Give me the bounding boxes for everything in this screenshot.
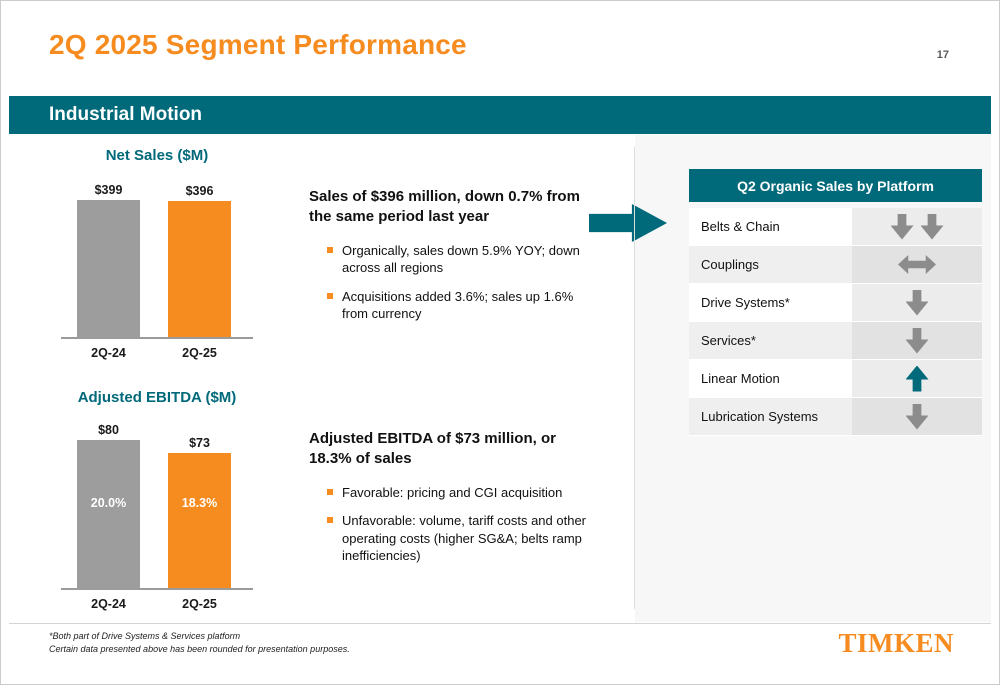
trend-cell — [852, 398, 982, 435]
sales-heading: Sales of $396 million, down 0.7% from th… — [309, 188, 580, 226]
bullet-square-icon — [327, 488, 333, 495]
sales-commentary-block: Sales of $396 million, down 0.7% from th… — [309, 187, 601, 334]
page-number: 17 — [936, 49, 949, 61]
adjusted-ebitda-category-axis: 2Q-24 2Q-25 — [61, 597, 253, 611]
bullet-item: Unfavorable: volume, tariff costs and ot… — [327, 512, 601, 565]
down-arrow-icon — [905, 403, 929, 430]
trend-cell — [852, 284, 982, 321]
bar — [168, 201, 231, 337]
bar-inner-label: 20.0% — [90, 496, 127, 510]
table-row: Services* — [689, 322, 982, 360]
down-arrow-icon — [905, 289, 929, 316]
category-label: 2Q-25 — [182, 597, 217, 611]
category-label: 2Q-24 — [91, 597, 126, 611]
bar-column: $396 — [168, 184, 231, 337]
table-row: Lubrication Systems — [689, 398, 982, 436]
table-row: Belts & Chain — [689, 208, 982, 246]
down-arrow-icon — [920, 213, 944, 240]
platform-table: Q2 Organic Sales by Platform Belts & Cha… — [689, 169, 982, 436]
table-row: Linear Motion — [689, 360, 982, 398]
row-label: Couplings — [689, 246, 852, 283]
timken-logo: TIMKEN — [838, 628, 954, 658]
bullet-text: Organically, sales down 5.9% YOY; down a… — [342, 242, 580, 276]
adjusted-ebitda-chart: Adjusted EBITDA ($M) $80 20.0% $73 18.3% 2Q… — [61, 389, 253, 611]
down-arrow-icon — [890, 213, 914, 240]
net-sales-plot-area: $399 $396 — [61, 182, 253, 339]
bullet-text: Acquisitions added 3.6%; sales up 1.6% f… — [342, 288, 574, 322]
footnotes: *Both part of Drive Systems & Services p… — [49, 630, 350, 656]
bar-column: $73 18.3% — [168, 436, 231, 588]
ebitda-heading: Adjusted EBITDA of $73 million, or 18.3%… — [309, 430, 556, 468]
bar: 18.3% — [168, 453, 231, 588]
section-banner: Industrial Motion — [9, 96, 991, 134]
down-arrow-icon — [905, 327, 929, 354]
bar-column: $399 — [77, 183, 140, 337]
bar-value-label: $73 — [189, 436, 210, 450]
ebitda-commentary-block: Adjusted EBITDA of $73 million, or 18.3%… — [309, 429, 601, 576]
trend-cell — [852, 246, 982, 283]
table-row: Drive Systems* — [689, 284, 982, 322]
row-label: Linear Motion — [689, 360, 852, 397]
table-row: Couplings — [689, 246, 982, 284]
bullet-text: Unfavorable: volume, tariff costs and ot… — [342, 513, 586, 564]
footer-divider — [9, 623, 991, 624]
footnote: Certain data presented above has been ro… — [49, 644, 350, 655]
slide-title: 2Q 2025 Segment Performance — [49, 29, 467, 60]
trend-cell — [852, 322, 982, 359]
bar-value-label: $396 — [185, 184, 214, 198]
bar — [77, 200, 140, 337]
bullet-square-icon — [327, 292, 333, 299]
footnote: *Both part of Drive Systems & Services p… — [49, 631, 241, 641]
adjusted-ebitda-plot-area: $80 20.0% $73 18.3% — [61, 422, 253, 590]
category-label: 2Q-24 — [91, 346, 126, 360]
bullet-square-icon — [327, 517, 333, 524]
bullet-text: Favorable: pricing and CGI acquisition — [342, 484, 563, 500]
bullet-square-icon — [327, 246, 333, 253]
trend-cell — [852, 208, 982, 245]
row-label: Belts & Chain — [689, 208, 852, 245]
row-label: Lubrication Systems — [689, 398, 852, 435]
bar-column: $80 20.0% — [77, 423, 140, 588]
net-sales-chart-title: Net Sales ($M) — [105, 147, 209, 164]
bar: 20.0% — [77, 440, 140, 588]
net-sales-chart: Net Sales ($M) $399 $396 2Q-24 2Q-25 — [61, 147, 253, 360]
row-label: Drive Systems* — [689, 284, 852, 321]
bullet-item: Organically, sales down 5.9% YOY; down a… — [327, 242, 601, 277]
bullet-item: Acquisitions added 3.6%; sales up 1.6% f… — [327, 288, 601, 323]
net-sales-category-axis: 2Q-24 2Q-25 — [61, 346, 253, 360]
up-arrow-icon — [905, 365, 929, 392]
trend-cell — [852, 360, 982, 397]
sales-bullet-list: Organically, sales down 5.9% YOY; down a… — [309, 242, 601, 323]
vertical-divider — [634, 147, 635, 609]
bar-inner-label: 18.3% — [181, 496, 218, 510]
bar-value-label: $399 — [94, 183, 123, 197]
platform-table-header: Q2 Organic Sales by Platform — [689, 169, 982, 202]
section-title: Industrial Motion — [49, 104, 203, 125]
bullet-item: Favorable: pricing and CGI acquisition — [327, 484, 601, 502]
ebitda-bullet-list: Favorable: pricing and CGI acquisition U… — [309, 484, 601, 565]
adjusted-ebitda-chart-title: Adjusted EBITDA ($M) — [77, 389, 237, 406]
bar-value-label: $80 — [98, 423, 119, 437]
row-label: Services* — [689, 322, 852, 359]
category-label: 2Q-25 — [182, 346, 217, 360]
flat-arrow-icon — [898, 255, 936, 274]
